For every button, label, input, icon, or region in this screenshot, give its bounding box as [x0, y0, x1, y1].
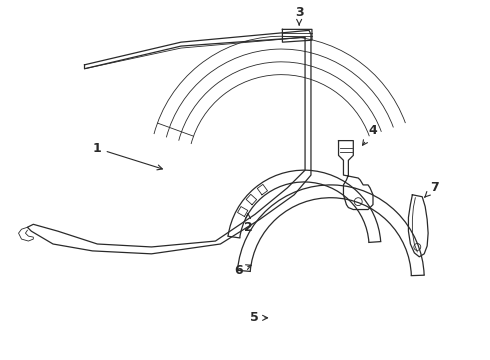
Text: 7: 7: [425, 181, 439, 197]
Text: 4: 4: [363, 124, 377, 145]
Text: 5: 5: [250, 311, 268, 324]
Text: 2: 2: [244, 213, 252, 234]
Text: 3: 3: [295, 6, 303, 25]
Text: 6: 6: [234, 264, 251, 277]
Text: 1: 1: [93, 142, 162, 170]
